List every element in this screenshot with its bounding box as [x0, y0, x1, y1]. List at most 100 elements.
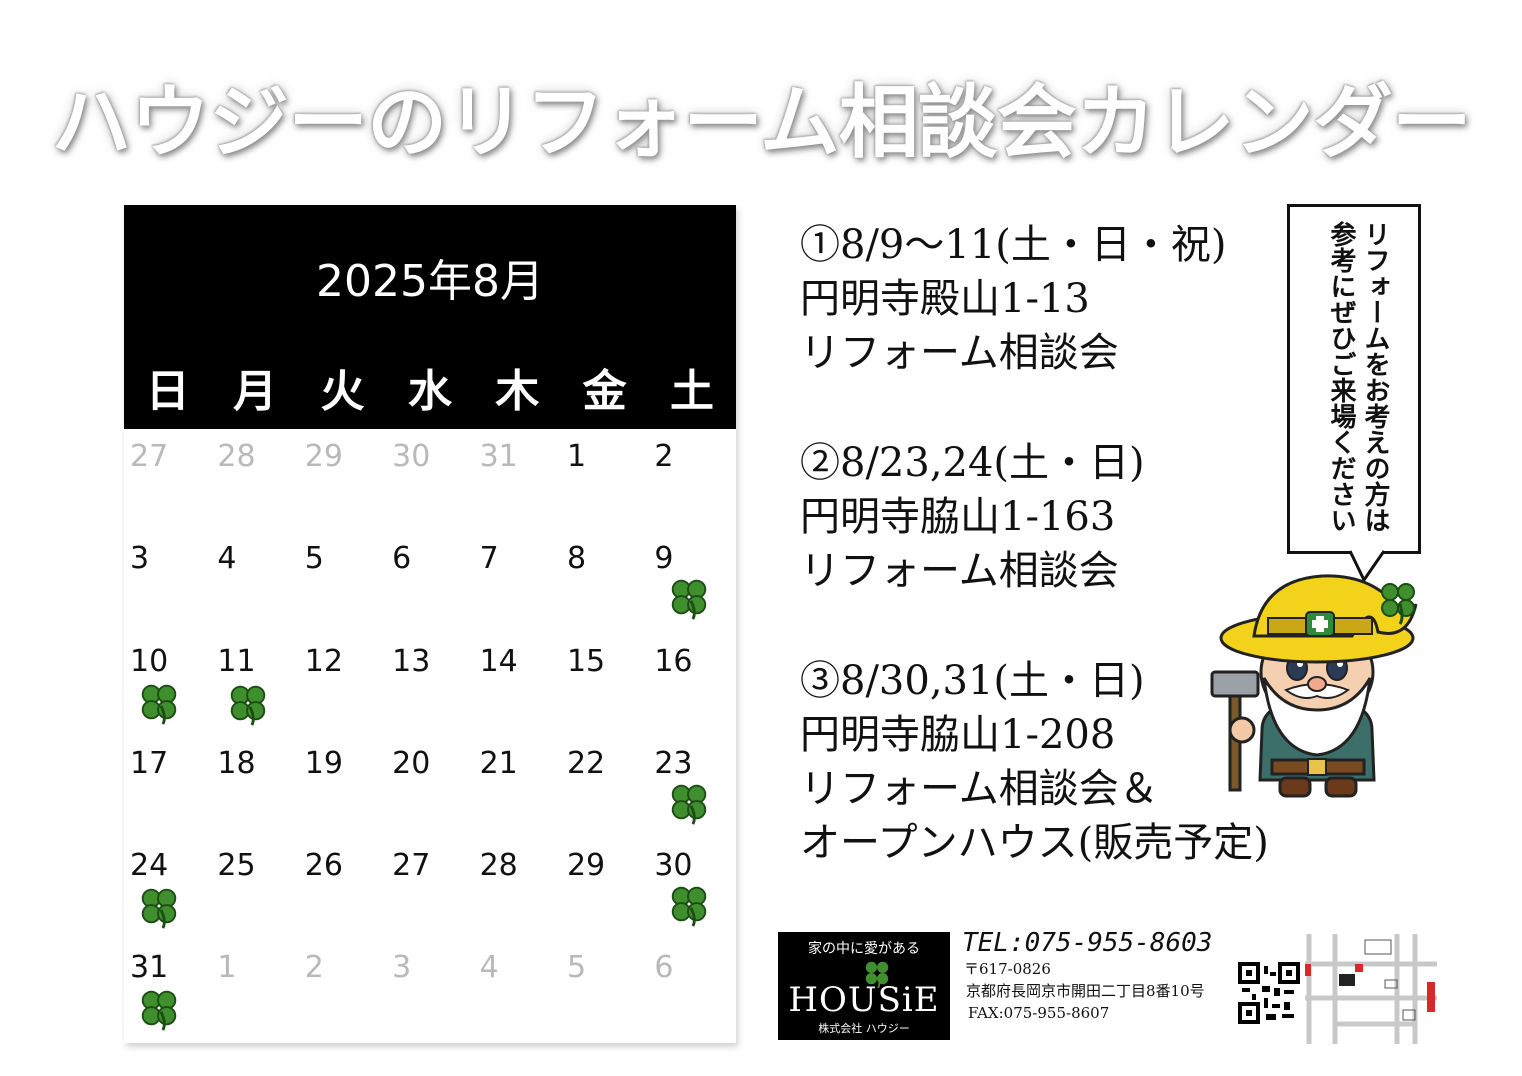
calendar-day-cell: 21: [474, 736, 561, 838]
calendar-day-number: 4: [479, 950, 499, 986]
calendar-day-cell: 10: [124, 634, 211, 736]
calendar-grid: 27 28 29 30 31 1 2 3 4 5 6 7 8 9 10 11 12 13 14 15 16 17 18 19 2…: [124, 429, 736, 1043]
phone-number: TEL:075-955-8603: [962, 928, 1213, 958]
address: 京都府長岡京市開田二丁目8番10号: [966, 982, 1205, 1000]
calendar-day-cell: 25: [211, 838, 298, 940]
event-3: ③8/30,31(土・日) 円明寺脇山1-208 リフォーム相談会＆ オープンハ…: [800, 654, 1290, 870]
calendar-day-cell: 2: [648, 429, 735, 531]
calendar-day-number: 21: [479, 745, 518, 781]
calendar-day-number: 27: [392, 848, 431, 884]
calendar-day-cell: 13: [386, 634, 473, 736]
calendar-day-number: 30: [654, 848, 693, 884]
calendar-day-cell: 15: [561, 634, 648, 736]
logo-tagline: 家の中に愛がある: [808, 941, 920, 957]
event-list: ①8/9～11(土・日・祝) 円明寺殿山1-13 リフォーム相談会 ②8/23,…: [800, 218, 1290, 870]
calendar-day-cell: 8: [561, 531, 648, 633]
page-title: ハウジーのリフォーム相談会カレンダー: [51, 76, 1472, 169]
calendar-day-cell: 4: [474, 940, 561, 1042]
calendar-day-number: 31: [130, 950, 169, 986]
calendar-day-cell: 30: [386, 429, 473, 531]
calendar-day-number: 11: [217, 643, 256, 679]
weekday-mon: 月: [233, 366, 278, 417]
clover-icon: [141, 684, 177, 725]
clover-icon: [671, 886, 706, 927]
calendar-day-number: 16: [654, 643, 693, 679]
event-1: ①8/9～11(土・日・祝) 円明寺殿山1-13 リフォーム相談会: [800, 218, 1290, 436]
calendar-day-number: 15: [566, 643, 606, 679]
event-1-location: 円明寺殿山1-13: [800, 276, 1090, 322]
calendar-day-number: 3: [130, 541, 150, 577]
calendar-day-number: 2: [654, 439, 674, 474]
calendar-day-number: 25: [217, 848, 256, 884]
speech-bubble-text: リフォームをお考えの方は参考にぜひご来場ください: [1326, 221, 1390, 533]
calendar-day-cell: 4: [211, 531, 298, 633]
speech-bubble: リフォームをお考えの方は参考にぜひご来場ください: [1287, 204, 1421, 554]
event-3-date: ③8/30,31(土・日): [800, 658, 1145, 704]
logo-company: 株式会社 ハウジー: [818, 1022, 910, 1035]
calendar-day-number: 5: [304, 541, 324, 577]
calendar-day-number: 31: [479, 439, 518, 474]
calendar-header: 2025年8月 日 月 火 水 木 金 土: [124, 205, 736, 429]
calendar-day-number: 8: [566, 541, 587, 577]
qr-code-icon: [1238, 962, 1300, 1024]
weekday-wed: 水: [407, 366, 452, 417]
calendar-day-cell: 5: [299, 531, 386, 633]
calendar-day-cell: 28: [211, 429, 298, 531]
clover-icon: [671, 580, 706, 621]
weekday-sat: 土: [670, 366, 715, 417]
calendar-day-number: 10: [130, 643, 169, 679]
event-3-subtitle: オープンハウス(販売予定): [800, 820, 1269, 866]
calendar-day-number: 19: [304, 745, 343, 781]
calendar-day-number: 2: [304, 950, 324, 986]
calendar-day-cell: 27: [124, 429, 211, 531]
mascot-gnome-illustration: [1210, 574, 1418, 798]
calendar-day-number: 27: [130, 439, 169, 474]
weekday-sun: 日: [145, 366, 190, 417]
calendar-day-number: 3: [392, 950, 412, 986]
calendar-day-number: 26: [304, 848, 343, 884]
calendar-day-number: 28: [479, 848, 518, 884]
calendar-day-number: 9: [654, 541, 674, 577]
clover-icon: [671, 784, 706, 825]
calendar-day-cell: 29: [299, 429, 386, 531]
calendar-day-number: 5: [566, 950, 587, 986]
company-logo: 家の中に愛がある HOUSiE 株式会社 ハウジー: [778, 932, 950, 1040]
calendar-day-number: 22: [566, 745, 606, 781]
calendar-day-number: 12: [304, 643, 343, 679]
calendar-day-cell: 22: [561, 736, 648, 838]
weekday-tue: 火: [320, 366, 365, 417]
weekday-row: 日 月 火 水 木 金 土: [124, 355, 736, 419]
calendar-day-number: 13: [392, 643, 431, 679]
calendar-day-number: 23: [654, 745, 693, 781]
calendar-day-number: 20: [392, 745, 431, 781]
calendar-day-number: 14: [479, 643, 518, 679]
calendar-day-cell: 1: [211, 940, 298, 1042]
calendar-day-number: 30: [392, 439, 431, 474]
calendar-month-label: 2025年8月: [316, 256, 544, 307]
calendar-day-cell: 29: [561, 838, 648, 940]
logo-name: HOUSiE: [788, 980, 940, 1020]
event-3-title: リフォーム相談会＆: [800, 766, 1159, 812]
event-1-title: リフォーム相談会: [800, 330, 1119, 376]
calendar-day-cell: 27: [386, 838, 473, 940]
weekday-fri: 金: [582, 366, 627, 417]
calendar-day-cell: 23: [648, 736, 735, 838]
calendar-day-number: 7: [479, 541, 499, 577]
calendar-day-cell: 3: [124, 531, 211, 633]
event-2-title: リフォーム相談会: [800, 548, 1119, 594]
calendar-day-cell: 19: [299, 736, 386, 838]
contact-info: TEL:075-955-8603 〒617-0826 京都府長岡京市開田二丁目8…: [962, 928, 1242, 1024]
calendar-day-number: 29: [304, 439, 343, 474]
calendar-day-number: 4: [217, 541, 237, 577]
calendar-day-number: 1: [217, 950, 237, 986]
event-1-date: ①8/9～11(土・日・祝): [800, 222, 1227, 268]
calendar: 2025年8月 日 月 火 水 木 金 土 27 28 29 30 31 1 2 3 4 5 6 7 8…: [124, 205, 736, 1043]
clover-icon: [141, 991, 177, 1032]
fax-number: FAX:075-955-8607: [968, 1004, 1110, 1022]
postal-code: 〒617-0826: [964, 960, 1051, 978]
calendar-day-cell: 6: [386, 531, 473, 633]
calendar-day-cell: 3: [386, 940, 473, 1042]
calendar-day-cell: 24: [124, 838, 211, 940]
calendar-day-cell: 11: [211, 634, 298, 736]
access-map: [1305, 934, 1437, 1044]
